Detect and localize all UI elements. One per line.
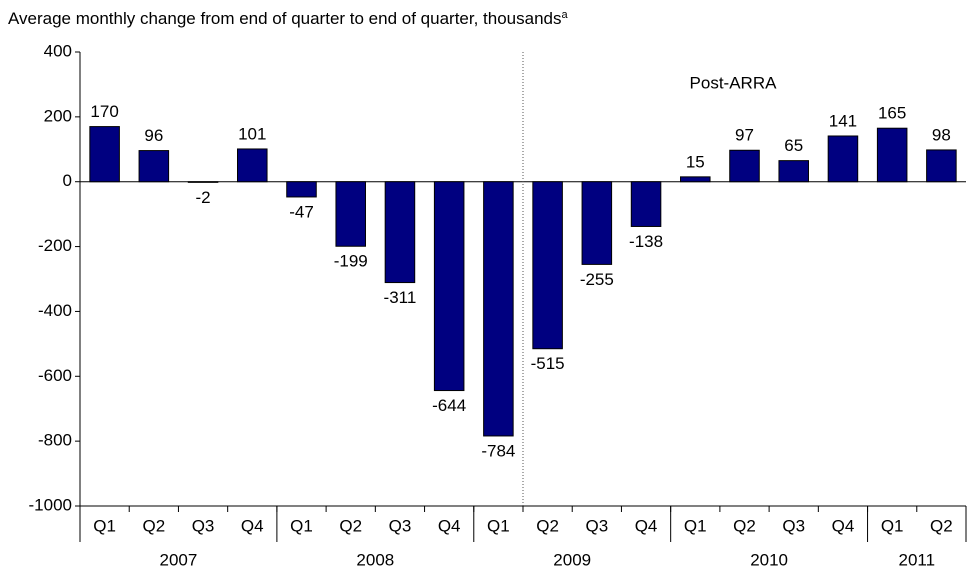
title-text: Average monthly change from end of quart… bbox=[8, 9, 562, 28]
y-tick-label: -1000 bbox=[29, 495, 72, 514]
value-label: 65 bbox=[784, 136, 803, 155]
y-tick-label: -600 bbox=[38, 366, 72, 385]
bar bbox=[433, 181, 465, 392]
chart-title: Average monthly change from end of quart… bbox=[8, 9, 569, 29]
x-tick-label: Q4 bbox=[832, 516, 855, 535]
value-label: 141 bbox=[829, 111, 857, 130]
group-label: 2007 bbox=[160, 550, 198, 569]
annotation: Post-ARRA bbox=[690, 73, 778, 92]
value-label: -138 bbox=[629, 232, 663, 251]
x-tick-label: Q4 bbox=[438, 516, 461, 535]
group-label: 2008 bbox=[356, 550, 394, 569]
x-tick-label: Q3 bbox=[585, 516, 608, 535]
value-label: -784 bbox=[481, 441, 515, 460]
value-label: 165 bbox=[878, 104, 906, 123]
x-tick-label: Q2 bbox=[733, 516, 756, 535]
bar bbox=[778, 160, 809, 183]
y-tick-label: -200 bbox=[38, 236, 72, 255]
x-tick-label: Q3 bbox=[192, 516, 215, 535]
x-tick-label: Q3 bbox=[389, 516, 412, 535]
bar bbox=[483, 181, 514, 437]
value-label: -255 bbox=[580, 270, 614, 289]
bar bbox=[926, 149, 957, 183]
bar bbox=[138, 150, 170, 183]
y-tick-label: -400 bbox=[38, 301, 72, 320]
value-label: 101 bbox=[238, 124, 266, 143]
value-label: 15 bbox=[686, 152, 705, 171]
y-tick-label: -800 bbox=[38, 431, 72, 450]
x-tick-label: Q2 bbox=[536, 516, 559, 535]
x-tick-label: Q4 bbox=[635, 516, 658, 535]
x-tick-label: Q2 bbox=[930, 516, 953, 535]
bar bbox=[89, 126, 120, 183]
bar bbox=[384, 181, 416, 284]
value-label: -47 bbox=[289, 202, 314, 221]
x-tick-label: Q2 bbox=[339, 516, 362, 535]
x-tick-label: Q1 bbox=[881, 516, 904, 535]
value-label: -199 bbox=[334, 252, 368, 271]
x-tick-label: Q1 bbox=[93, 516, 116, 535]
bar bbox=[827, 135, 859, 183]
y-tick-label: 0 bbox=[63, 171, 72, 190]
bar bbox=[581, 181, 613, 265]
x-tick-label: Q1 bbox=[684, 516, 707, 535]
x-tick-label: Q2 bbox=[142, 516, 165, 535]
bar bbox=[187, 181, 219, 183]
value-label: -515 bbox=[531, 354, 565, 373]
group-label: 2009 bbox=[553, 550, 591, 569]
x-tick-label: Q1 bbox=[290, 516, 313, 535]
bar bbox=[680, 176, 711, 183]
value-label: 98 bbox=[932, 125, 951, 144]
y-tick-label: 400 bbox=[44, 41, 72, 60]
value-label: 97 bbox=[735, 126, 754, 145]
bar bbox=[237, 148, 268, 183]
title-note-marker: a bbox=[562, 9, 569, 21]
x-tick-label: Q3 bbox=[782, 516, 805, 535]
bar bbox=[286, 181, 317, 198]
value-label: -644 bbox=[432, 396, 466, 415]
bar bbox=[729, 149, 760, 183]
bar bbox=[532, 181, 563, 350]
y-tick-label: 200 bbox=[44, 106, 72, 125]
bar bbox=[876, 127, 908, 183]
bar bbox=[335, 181, 366, 247]
bar bbox=[630, 181, 662, 227]
x-tick-label: Q1 bbox=[487, 516, 510, 535]
group-label: 2010 bbox=[750, 550, 788, 569]
value-label: 96 bbox=[144, 126, 163, 145]
value-label: -2 bbox=[195, 188, 210, 207]
group-label: 2011 bbox=[898, 550, 935, 569]
value-label: 170 bbox=[90, 102, 118, 121]
x-tick-label: Q4 bbox=[241, 516, 264, 535]
value-label: -311 bbox=[384, 288, 417, 307]
